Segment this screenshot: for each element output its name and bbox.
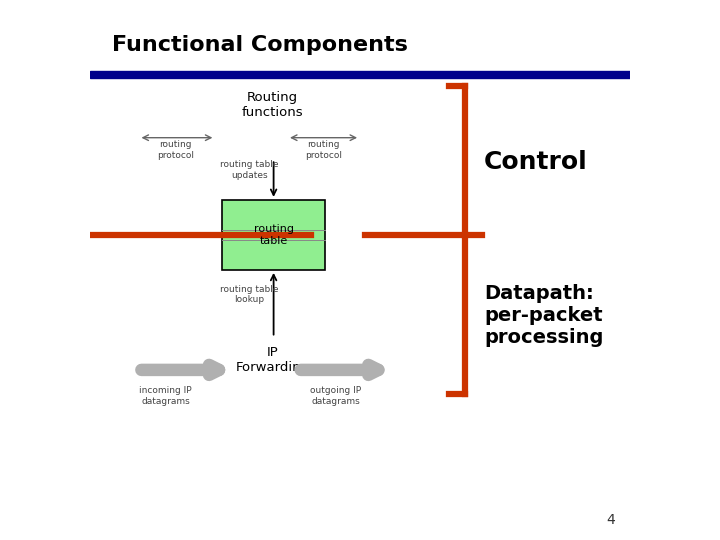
Text: Functional Components: Functional Components [112, 35, 408, 55]
Bar [222, 200, 325, 270]
Text: routing
protocol: routing protocol [157, 140, 194, 160]
Text: IP
Forwarding: IP Forwarding [235, 346, 310, 374]
Bar [90, 71, 630, 78]
Text: Routing
functions: Routing functions [242, 91, 303, 119]
Text: 4: 4 [607, 512, 616, 526]
Text: routing
protocol: routing protocol [305, 140, 342, 160]
Text: Control: Control [484, 150, 588, 174]
Text: routing
table: routing table [253, 224, 294, 246]
Text: routing table
lookup: routing table lookup [220, 285, 279, 304]
Text: incoming IP
datagrams: incoming IP datagrams [139, 386, 192, 406]
Text: Datapath:
per-packet
processing: Datapath: per-packet processing [484, 285, 603, 347]
Text: outgoing IP
datagrams: outgoing IP datagrams [310, 386, 361, 406]
Text: routing table
updates: routing table updates [220, 160, 279, 180]
